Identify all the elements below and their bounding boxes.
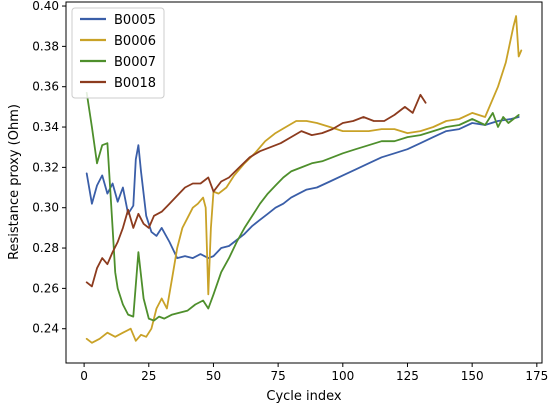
series-line-b0018 [85,93,427,288]
y-tick-label: 0.30 [32,201,59,215]
legend-label-b0007: B0007 [114,55,156,70]
x-tick-label: 0 [80,369,88,383]
series-layer [85,15,523,344]
x-tick-label: 150 [461,369,484,383]
y-axis-ticks: 0.24 0.26 0.28 0.30 0.32 0.34 0.36 0.38 0.40 [32,0,66,336]
x-tick-label: 25 [141,369,156,383]
x-tick-label: 75 [270,369,285,383]
x-tick-label: 175 [525,369,548,383]
y-tick-label: 0.24 [32,322,59,336]
y-tick-label: 0.38 [32,39,59,53]
legend-frame [71,7,165,99]
series-line-b0006 [85,15,523,344]
y-axis-label: Resistance proxy (Ohm) [7,104,22,260]
legend: B0005 B0006 B0007 B0018 [71,7,165,99]
x-tick-label: 100 [331,369,354,383]
legend-label-b0006: B0006 [114,34,156,49]
plot-frame [65,1,543,364]
legend-label-b0018: B0018 [114,76,156,91]
x-axis-ticks: 0 25 50 75 100 125 150 175 [80,363,548,383]
x-axis-label: Cycle index [266,389,342,404]
y-tick-label: 0.28 [32,241,59,255]
legend-label-b0005: B0005 [114,13,156,28]
series-line-b0005 [85,116,520,260]
x-tick-label: 125 [396,369,419,383]
y-tick-label: 0.36 [32,80,59,94]
x-tick-label: 50 [206,369,221,383]
y-tick-label: 0.32 [32,160,59,174]
y-tick-label: 0.40 [32,0,59,13]
y-tick-label: 0.34 [32,120,59,134]
series-line-b0007 [85,91,520,322]
y-tick-label: 0.26 [32,281,59,295]
